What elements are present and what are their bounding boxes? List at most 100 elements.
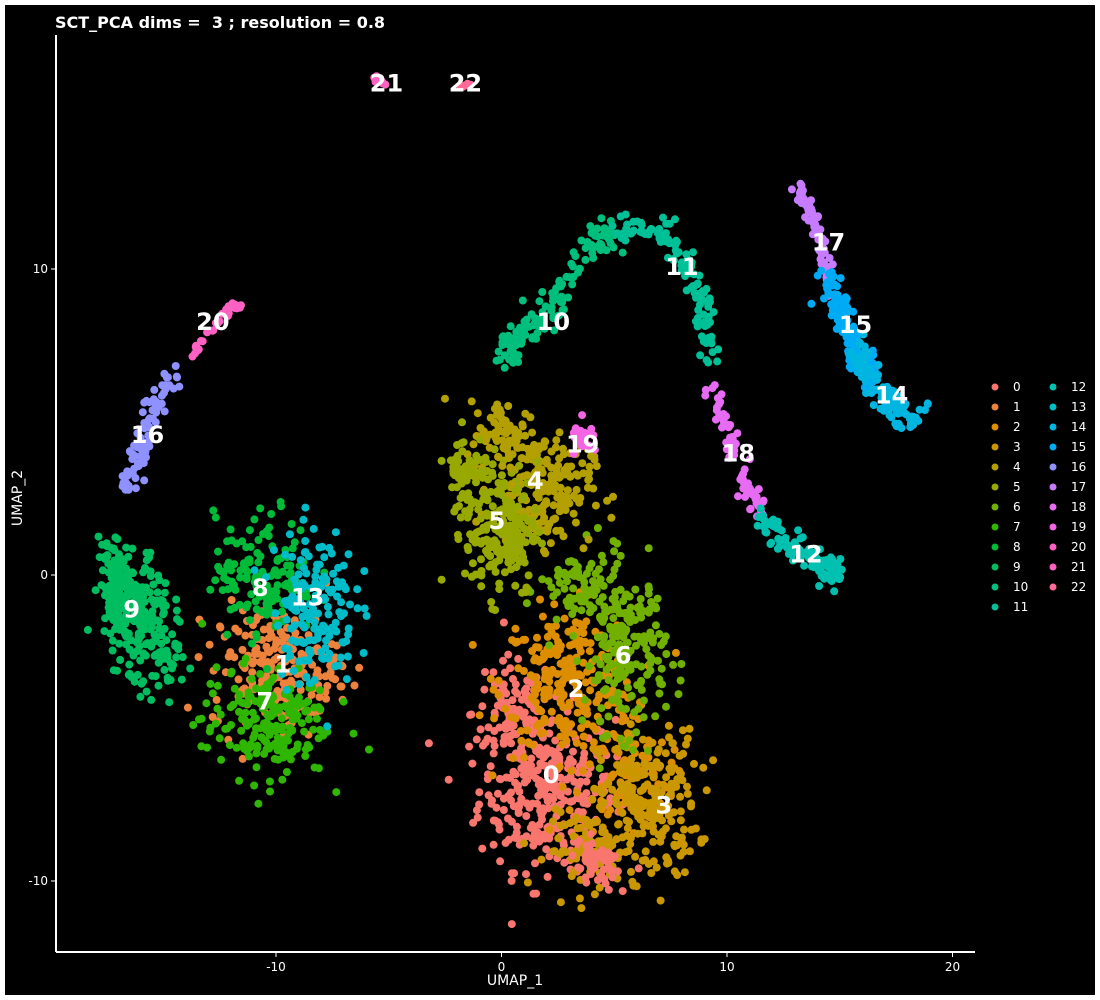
point-cluster-4	[549, 487, 558, 496]
legend-swatch-7	[991, 523, 999, 531]
point-cluster-10	[512, 357, 521, 366]
point-cluster-2	[490, 714, 499, 723]
point-cluster-5	[461, 569, 469, 578]
point-cluster-7	[213, 681, 222, 690]
point-cluster-3	[699, 763, 708, 772]
point-cluster-2	[526, 671, 535, 680]
point-cluster-10	[552, 284, 561, 293]
point-cluster-20	[188, 352, 197, 361]
point-cluster-9	[139, 568, 148, 577]
point-cluster-9	[128, 544, 137, 553]
point-cluster-4	[563, 462, 572, 471]
point-cluster-6	[639, 696, 648, 705]
point-cluster-2	[542, 666, 551, 675]
point-cluster-7	[257, 733, 266, 742]
point-cluster-4	[556, 483, 565, 492]
x-tick-label: 10	[719, 960, 734, 974]
point-cluster-5	[511, 486, 520, 495]
point-cluster-3	[687, 802, 695, 811]
point-cluster-16	[131, 484, 140, 493]
point-cluster-1	[205, 640, 214, 649]
point-cluster-10	[541, 302, 550, 311]
point-cluster-9	[111, 580, 120, 589]
legend-swatch-22	[1049, 583, 1057, 591]
point-cluster-19	[569, 449, 578, 458]
point-cluster-0	[582, 841, 591, 850]
point-cluster-15	[828, 280, 836, 289]
point-cluster-4	[504, 425, 513, 434]
point-cluster-2	[580, 707, 588, 716]
point-cluster-0	[547, 759, 556, 768]
point-cluster-1	[248, 668, 257, 677]
y-tick-label: 10	[33, 262, 48, 276]
point-cluster-12	[817, 571, 826, 580]
point-cluster-2	[475, 711, 484, 720]
point-cluster-13	[278, 670, 287, 678]
point-cluster-4	[563, 486, 572, 495]
point-cluster-5	[477, 582, 486, 591]
point-cluster-0	[544, 804, 553, 813]
point-cluster-6	[616, 551, 625, 560]
point-cluster-6	[626, 603, 635, 612]
point-cluster-2	[547, 707, 556, 716]
point-cluster-13	[310, 636, 318, 645]
point-cluster-13	[313, 560, 322, 569]
point-cluster-7	[244, 720, 253, 729]
point-cluster-9	[139, 649, 148, 658]
point-cluster-1	[278, 638, 287, 647]
point-cluster-9	[161, 579, 170, 588]
point-cluster-13	[302, 569, 311, 578]
point-cluster-7	[316, 726, 324, 734]
point-cluster-7	[275, 703, 284, 712]
point-cluster-11	[672, 249, 681, 258]
point-cluster-2	[523, 726, 532, 735]
point-cluster-4	[490, 404, 499, 413]
point-cluster-16	[131, 474, 140, 483]
point-cluster-12	[810, 563, 819, 572]
point-cluster-4	[562, 492, 571, 501]
point-cluster-2	[546, 649, 554, 658]
point-cluster-5	[449, 463, 458, 471]
point-cluster-13	[353, 604, 362, 613]
point-cluster-2	[592, 698, 601, 707]
point-cluster-13	[296, 556, 305, 565]
point-cluster-0	[514, 654, 523, 663]
point-cluster-2	[538, 612, 547, 621]
point-cluster-10	[527, 310, 536, 319]
point-cluster-2	[519, 635, 528, 644]
point-cluster-8	[218, 586, 227, 595]
point-cluster-5	[477, 555, 485, 564]
point-cluster-2	[619, 712, 628, 721]
point-cluster-13	[362, 611, 371, 620]
point-cluster-17	[797, 199, 806, 207]
point-cluster-12	[815, 582, 824, 590]
point-cluster-4	[528, 428, 537, 437]
point-cluster-2	[489, 685, 498, 694]
point-cluster-4	[585, 469, 594, 477]
point-cluster-3	[655, 810, 664, 819]
x-tick-label: -10	[266, 960, 286, 974]
point-cluster-3	[569, 832, 578, 841]
point-cluster-13	[304, 656, 313, 665]
point-cluster-11	[687, 283, 696, 292]
point-cluster-14	[874, 361, 883, 369]
point-cluster-7	[301, 707, 310, 716]
point-cluster-2	[511, 638, 520, 647]
point-cluster-14	[855, 340, 864, 349]
point-cluster-3	[667, 767, 676, 776]
point-cluster-0	[522, 870, 530, 879]
point-cluster-0	[500, 668, 509, 677]
point-cluster-6	[646, 659, 655, 668]
point-cluster-0	[511, 687, 520, 696]
point-cluster-12	[773, 544, 782, 553]
point-cluster-11	[661, 229, 670, 238]
point-cluster-13	[344, 624, 353, 633]
point-cluster-4	[584, 535, 593, 544]
point-cluster-0	[545, 765, 554, 774]
point-cluster-11	[694, 306, 703, 314]
point-cluster-6	[616, 585, 625, 594]
point-cluster-9	[147, 695, 156, 704]
point-cluster-0	[507, 876, 516, 885]
point-cluster-3	[588, 795, 597, 804]
point-cluster-4	[504, 402, 513, 410]
